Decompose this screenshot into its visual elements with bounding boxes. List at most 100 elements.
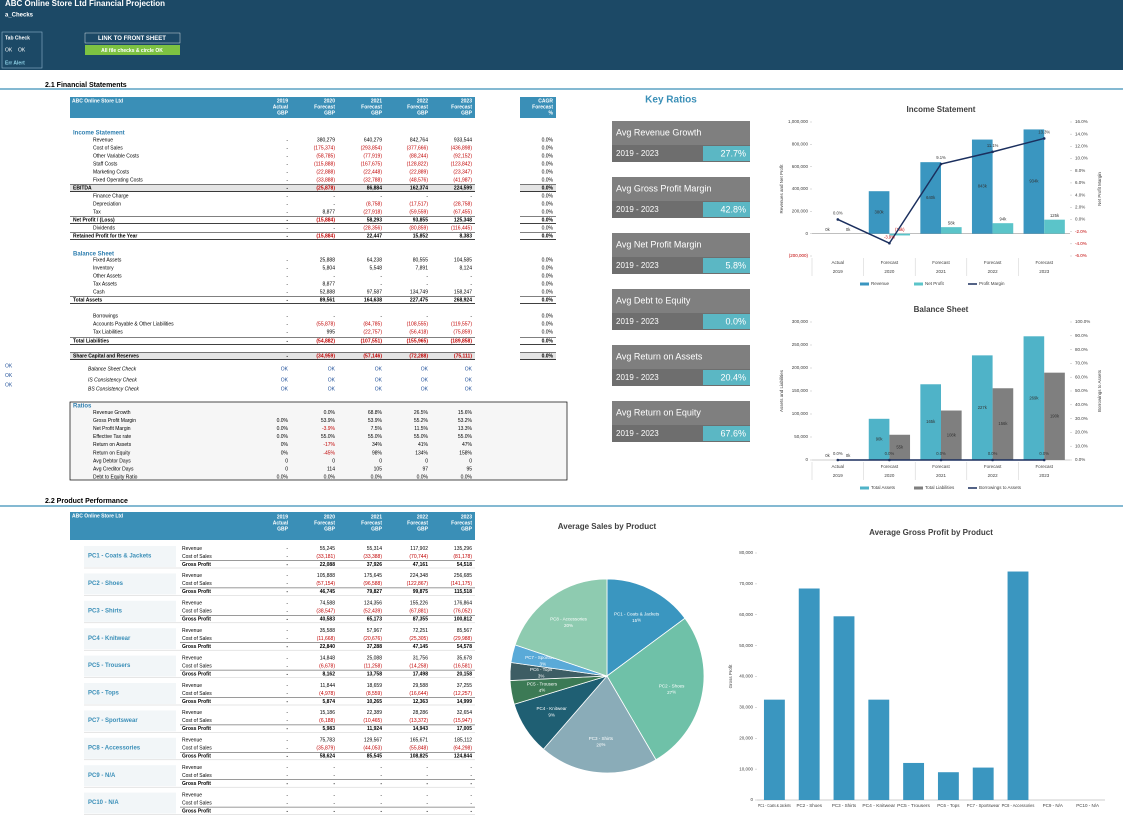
cell: - [286, 691, 288, 697]
cell: 40,583 [320, 617, 336, 623]
row-label: Cost of Sales [182, 554, 212, 560]
check-value: OK [465, 386, 473, 392]
column-header: Forecast [532, 104, 553, 110]
cell: 100,812 [454, 617, 472, 623]
ratio-card [612, 121, 750, 145]
row-shade [520, 352, 556, 360]
bar [833, 616, 855, 800]
product-label-cell [84, 600, 176, 622]
slice-value: 4% [539, 688, 546, 693]
row-label: Borrowings [93, 313, 119, 319]
cell: 99,875 [413, 589, 429, 595]
row-label: Revenue [182, 628, 202, 634]
cell: - [286, 589, 288, 595]
cell: 0.0% [542, 137, 554, 143]
cell: (75,111) [454, 353, 472, 359]
row-label: Revenue Growth [93, 410, 131, 416]
column-header: Forecast [451, 520, 472, 526]
column-header: GBP [324, 526, 336, 532]
cell: 72,251 [413, 628, 429, 634]
cell: 0.0% [542, 153, 554, 159]
bar [992, 388, 1014, 460]
cell: - [286, 718, 288, 724]
ratio-period: 2019 - 2023 [616, 317, 659, 326]
cell: 8,162 [322, 671, 335, 677]
ratio-period: 2019 - 2023 [616, 261, 659, 270]
cell: (32,788) [363, 177, 382, 183]
bar [971, 355, 993, 460]
cell: - [426, 808, 428, 814]
bar [920, 162, 941, 234]
data-label: 380k [875, 210, 885, 215]
cell: 0.0% [542, 289, 554, 295]
cell: 97 [422, 467, 428, 473]
cell: - [286, 546, 288, 552]
x-tick-label: PC2 - Shoes [796, 803, 822, 808]
cell: - [286, 321, 288, 327]
data-label: 0k [825, 453, 830, 458]
ratio-value-box [703, 258, 750, 273]
cell: 55,245 [320, 546, 336, 552]
cell: (6,678) [319, 663, 335, 669]
front-sheet-link[interactable]: LINK TO FRONT SHEET [98, 36, 166, 42]
cell: - [286, 562, 288, 568]
check-value: OK [465, 377, 473, 383]
cell: 115,518 [454, 589, 472, 595]
cell: - [286, 738, 288, 744]
cell: - [286, 573, 288, 579]
slice-label: PC5 - Trousers [527, 681, 558, 686]
x-tick-label: PC8 - Accessories [1002, 803, 1035, 808]
side-check: OK [5, 382, 13, 388]
y-tick-label: 40,000 [739, 674, 753, 679]
cell: (88,244) [409, 153, 428, 159]
column-header: 2021 [371, 98, 382, 104]
column-header: Forecast [407, 520, 428, 526]
table-header [70, 97, 475, 118]
data-label: 0k [846, 453, 851, 458]
cell: - [286, 644, 288, 650]
cell: 135,296 [454, 546, 472, 552]
row-label: Tax Assets [93, 281, 117, 287]
column-header: 2020 [324, 98, 335, 104]
check-label: BS Consistency Check [88, 386, 139, 392]
column-header: Actual [273, 520, 289, 526]
line-point [939, 162, 943, 166]
row-label: Gross Profit [182, 726, 211, 732]
cell: - [470, 313, 472, 319]
slice-label: PC6 - Tops [530, 667, 553, 672]
cell: 10,265 [367, 699, 383, 705]
cell: 14,999 [457, 699, 473, 705]
y-tick-label: 10,000 [739, 766, 753, 771]
cell: 47,145 [413, 644, 429, 650]
cell: - [286, 153, 288, 159]
cell: 52,888 [320, 289, 336, 295]
data-label: 0.0% [988, 451, 998, 456]
cell: 55.0% [368, 434, 383, 440]
cell: - [470, 281, 472, 287]
block-title: Ratios [73, 404, 92, 410]
y-tick-label: 70,000 [739, 581, 753, 586]
row-label: Return on Equity [93, 450, 131, 456]
row-shade [520, 184, 556, 192]
cell: - [286, 581, 288, 587]
cell: 58,624 [320, 754, 336, 760]
cell: 224,348 [410, 573, 428, 579]
ratio-card [612, 289, 750, 313]
cell: 0% [281, 450, 289, 456]
row-label: Cost of Sales [182, 773, 212, 779]
cell: - [286, 746, 288, 752]
cell: 0.0% [542, 161, 554, 167]
cell: (48,576) [409, 177, 428, 183]
cell: - [286, 137, 288, 143]
cell: - [380, 781, 382, 787]
cell: 0.0% [542, 217, 554, 223]
row-label: Debt to Equity Ratio [93, 475, 138, 481]
line-point [991, 150, 994, 154]
cell: 13.3% [458, 426, 473, 432]
column-header: % [549, 110, 554, 116]
x-tick-label: Forecast [881, 464, 899, 469]
cell: 165,671 [410, 738, 428, 744]
row-label: Cost of Sales [182, 636, 212, 642]
row-label: Gross Profit [182, 699, 211, 705]
cell: 933,544 [454, 137, 472, 143]
